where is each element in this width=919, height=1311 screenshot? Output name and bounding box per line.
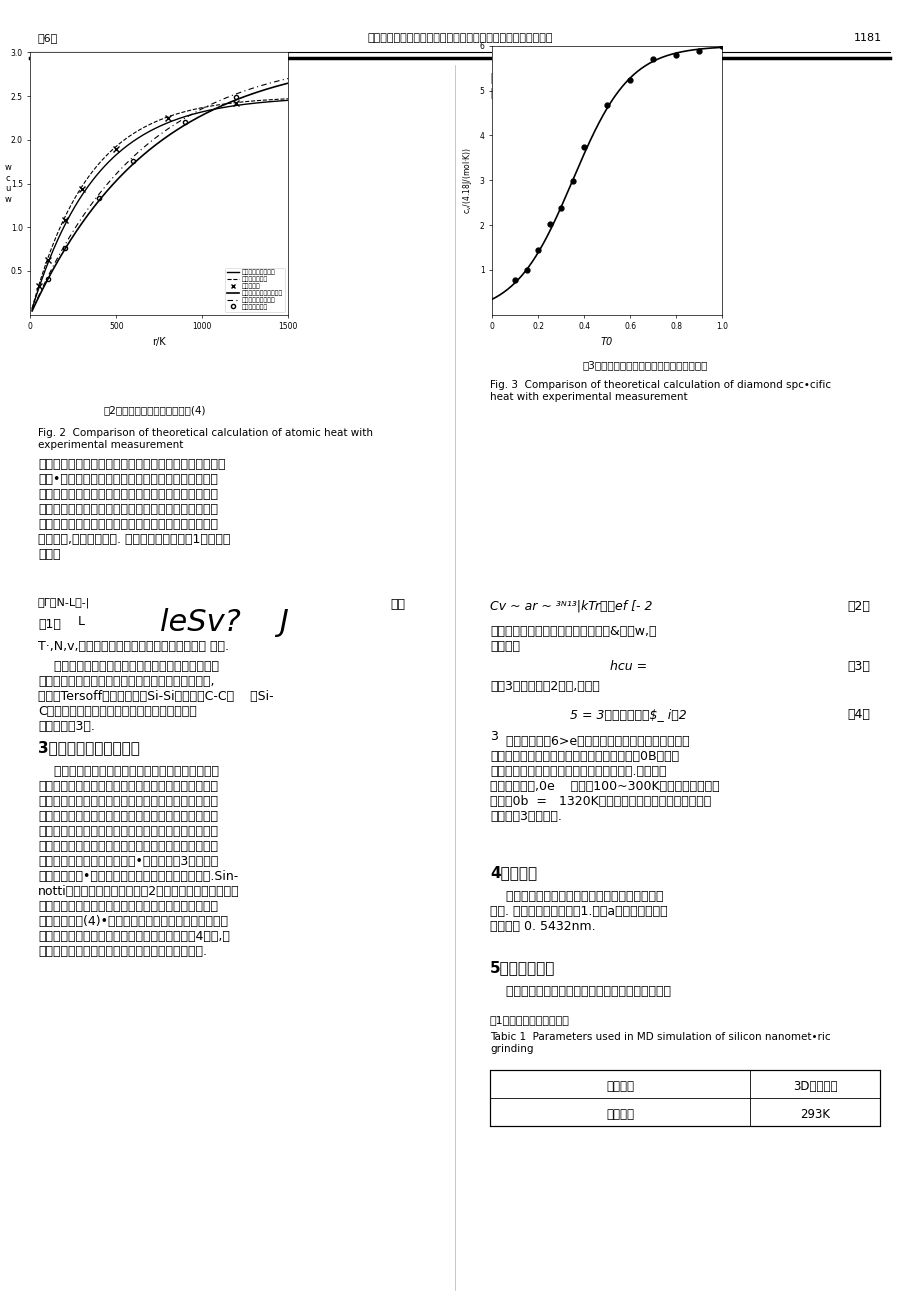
Text: 爱因斯坦温度6>e的确定，通常采用下述方法：在比
热容显着改变的较大温度范围内，选取合适的0B值，以
使得理论计算的结果和实验结果很好地符合.对于大多
数的固体: 爱因斯坦温度6>e的确定，通常采用下述方法：在比 热容显着改变的较大温度范围内，… [490,735,719,823]
Text: （2）: （2） [846,600,869,614]
金刚石（实验） [59,240,70,256]
Text: 仿真温度: 仿真温度 [606,1108,633,1121]
硅（德拜模型） [258,92,269,108]
Text: 仿真图形: 仿真图形 [606,1080,633,1093]
金刚石（德拜模型） [178,111,189,127]
Text: 通过分子动力学仿真，发现所得到的磨削力和硅原: 通过分子动力学仿真，发现所得到的磨削力和硅原 [490,985,670,998]
Text: 图3金刚石比热容理论曲线和实验数据的比较: 图3金刚石比热容理论曲线和实验数据的比较 [582,361,707,370]
硅（爱因斯坦模型） [28,299,39,315]
Text: 式中: 式中 [390,598,404,611]
硅（实验） [33,278,44,294]
金刚石（爱因斯坦模型） [258,83,269,98]
硅（爱因斯坦模型） [183,108,194,123]
硅（爱因斯坦模型） [178,109,189,125]
硅（德拜模型） [183,102,194,118]
Text: 在以往的分子动力学仿真计算中，一般认为磨粒是
刚性的，即在磨削过程中不会变形和磨损，而在实际的
磨削过程中，由于磨粒与工件的相互作用，磨削区的温
度会不断变化，: 在以往的分子动力学仿真计算中，一般认为磨粒是 刚性的，即在磨削过程中不会变形和磨… [38,766,239,958]
硅（爱因斯坦模型） [27,302,38,317]
Text: Fig. 2  Comparison of theoretical calculation of atomic heat with
experimental m: Fig. 2 Comparison of theoretical calcula… [38,427,372,450]
Text: 第6期: 第6期 [38,33,58,43]
Y-axis label: w
c
u
w: w c u w [5,164,11,203]
硅（实验） [76,181,87,197]
金刚石（实验） [94,190,105,206]
Text: 3磨粒原子温度转换模型: 3磨粒原子温度转换模型 [38,739,140,755]
Text: 容完全由振动能随温度的变化决定；（2）这些原子的振
动是独立的、互不相干的；（3）各原子的谐振频率相同.: 容完全由振动能随温度的变化决定；（2）这些原子的振 动是独立的、互不相干的；（3… [490,72,681,100]
X-axis label: r/K: r/K [153,337,165,347]
Text: 293K: 293K [800,1108,829,1121]
金刚石（爱因斯坦模型） [178,118,189,134]
Bar [490,1070,879,1126]
金刚石（爱因斯坦模型） [242,88,253,104]
Text: 文中对单晶硅的磨削过程进行了三维分子动力学
仿真. 具体的仿真条件见表1.表中a是单晶硅的晶格
常数，为 0. 5432nm.: 文中对单晶硅的磨削过程进行了三维分子动力学 仿真. 具体的仿真条件见表1.表中a… [490,890,667,933]
金刚石（爱因斯坦模型） [183,115,194,131]
Text: 4仿真条件: 4仿真条件 [490,865,537,880]
Text: L: L [78,615,85,628]
金刚石（德拜模型） [242,83,253,98]
Text: 将（3）式代入（2）式,则得：: 将（3）式代入（2）式,则得： [490,680,599,694]
Text: （4）: （4） [846,708,869,721]
Text: 由单晶硅原子组成，分为三层：牛顿层、恒温层和固定边
界层•牛顿层的原子运动由牛顿方程来描述；恒温层的
引入是为了使磨削过程中产生的热量及时传导出去，该
层原子速: 由单晶硅原子组成，分为三层：牛顿层、恒温层和固定边 界层•牛顿层的原子运动由牛顿… [38,458,230,561]
硅（德拜模型） [178,104,189,119]
硅（爱因斯坦模型） [242,96,253,111]
金刚石（爱因斯坦模型） [28,302,39,317]
Text: 郭晓光尊：单晶硅纳米级磨削过程中磨粒磨损的分子动力学仿真: 郭晓光尊：单晶硅纳米级磨削过程中磨粒磨损的分子动力学仿真 [367,33,552,43]
Text: Cv ~ ar ~ ³ᴺ¹³|kTr）（ef [- 2: Cv ~ ar ~ ³ᴺ¹³|kTr）（ef [- 2 [490,600,652,614]
硅（爱因斯坦模型） [178,109,189,125]
Text: 5 = 3叭（笋）（小$_ i）2: 5 = 3叭（笋）（小$_ i）2 [570,708,686,721]
Legend: 硅（爱因斯坦模型）, 硅（德拜模型）, 硅（实验）, 金刚石（爱因斯坦模型）, 金刚石（德拜模型）, 金刚石（实验）: 硅（爱因斯坦模型）, 硅（德拜模型）, 硅（实验）, 金刚石（爱因斯坦模型）, … [224,267,285,312]
Text: 5磨粒磨损机理: 5磨粒磨损机理 [490,960,555,975]
Text: 由于磨粒和工件材料都是金刚石型晶体结构，原子
间势能计算时应考虑多原子价键之间的相互影响因素,
故采用Tersoff势函数对单晶Si-Si和金刚石C-C以   : 由于磨粒和工件材料都是金刚石型晶体结构，原子 间势能计算时应考虑多原子价键之间的… [38,659,273,733]
Text: 3: 3 [490,730,497,743]
X-axis label: T0: T0 [600,337,613,347]
金刚石（实验） [128,153,139,169]
Text: Tabic 1  Parameters used in MD simulation of silicon nanomet•ric
grinding: Tabic 1 Parameters used in MD simulation… [490,1032,830,1054]
金刚石（爱因斯坦模型） [282,75,293,90]
Text: 3D图形显示: 3D图形显示 [792,1080,836,1093]
Y-axis label: c$_v$/(4.18J/(mol·K)): c$_v$/(4.18J/(mol·K)) [460,147,473,214]
Text: 1181: 1181 [853,33,881,43]
硅（德拜模型） [28,298,39,313]
金刚石（德拜模型） [27,303,38,319]
Line: 金刚石（德拜模型）: 金刚石（德拜模型） [32,79,288,311]
Text: （3）: （3） [846,659,869,673]
硅（实验） [110,140,121,156]
硅（德拜模型） [242,93,253,109]
金刚石（实验） [179,114,190,130]
硅（实验） [42,253,53,269]
Text: 在固体物理学中，常用爱因斯坦温度&代替w,其
定义为：: 在固体物理学中，常用爱因斯坦温度&代替w,其 定义为： [490,625,656,653]
Text: T·,N,v,分别为系统如望温度、总粒子数、粒子 速度.: T·,N,v,分别为系统如望温度、总粒子数、粒子 速度. [38,640,229,653]
Text: 「Γ（N-L）-|: 「Γ（N-L）-| [38,598,90,608]
Text: （1）: （1） [38,617,61,631]
Text: hcu =: hcu = [609,659,646,673]
硅（德拜模型） [178,104,189,119]
Text: Fig. 3  Comparison of theoretical calculation of diamond spc•cific
heat with exp: Fig. 3 Comparison of theoretical calcula… [490,380,830,401]
Line: 硅（德拜模型）: 硅（德拜模型） [32,98,288,308]
金刚石（德拜模型） [282,71,293,87]
金刚石（爱因斯坦模型） [178,118,189,134]
Text: leSv?    J: leSv? J [160,608,289,637]
Line: 金刚石（爱因斯坦模型）: 金刚石（爱因斯坦模型） [32,83,288,311]
金刚石（德拜模型） [178,110,189,126]
Text: 表1磨削过程仿真实验参数: 表1磨削过程仿真实验参数 [490,1015,569,1025]
金刚石（爱因斯坦模型） [27,303,38,319]
硅（实验） [231,96,242,111]
金刚石（德拜模型） [258,77,269,93]
硅（实验） [162,110,173,126]
金刚石（德拜模型） [28,300,39,316]
硅（爱因斯坦模型） [258,94,269,110]
金刚石（实验） [231,89,242,105]
Line: 金刚石（实验）: 金刚石（实验） [45,96,238,281]
Line: 硅（实验）: 硅（实验） [36,101,239,288]
金刚石（实验） [42,271,53,287]
硅（德拜模型） [282,90,293,106]
金刚石（德拜模型） [183,108,194,123]
Text: 图2原子比热值理论与实验对比(4): 图2原子比热值理论与实验对比(4) [104,405,206,416]
硅（德拜模型） [27,300,38,316]
硅（爱因斯坦模型） [282,93,293,109]
Line: 硅（爱因斯坦模型）: 硅（爱因斯坦模型） [32,101,288,309]
硅（实验） [59,211,70,227]
